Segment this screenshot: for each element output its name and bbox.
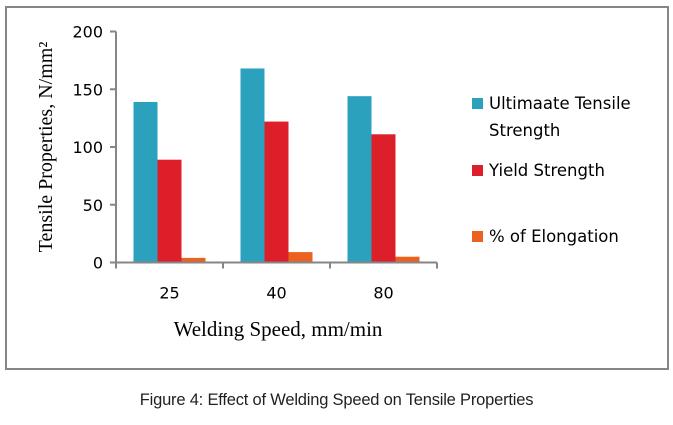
x-axis-label: Welding Speed, mm/min <box>174 317 383 341</box>
legend-item: Yield Strength <box>472 161 605 180</box>
bar <box>395 256 420 262</box>
x-tick-label: 25 <box>159 284 179 303</box>
x-tick-label: 80 <box>373 284 393 303</box>
bars <box>133 68 420 262</box>
legend-label: Ultimaate Tensile <box>489 94 631 113</box>
legend-swatch <box>472 98 483 109</box>
figure-caption: Figure 4: Effect of Welding Speed on Ten… <box>139 391 534 409</box>
legend-label: % of Elongation <box>489 227 619 246</box>
bar <box>240 68 265 262</box>
axes: 0 50 100 150 200 25 40 80 <box>72 23 438 303</box>
y-axis-label: Tensile Properties, N/mm² <box>35 42 57 253</box>
x-tick-label: 40 <box>266 284 286 303</box>
y-tick-label: 200 <box>72 23 103 42</box>
bar <box>157 159 182 262</box>
legend-label: Strength <box>489 121 560 140</box>
y-tick-label: 150 <box>72 80 103 99</box>
bar <box>288 252 313 262</box>
legend-item: Ultimaate Tensile Strength <box>472 94 631 140</box>
bar <box>181 257 206 262</box>
chart-frame <box>5 6 669 370</box>
y-tick-label: 0 <box>93 254 103 273</box>
bar <box>133 101 158 262</box>
legend-label: Yield Strength <box>488 161 605 180</box>
y-tick-label: 100 <box>72 138 103 157</box>
legend-swatch <box>472 165 483 176</box>
legend: Ultimaate Tensile Strength Yield Strength%… <box>472 94 631 246</box>
legend-swatch <box>472 231 483 242</box>
bar <box>347 96 372 262</box>
bar <box>264 121 289 262</box>
legend-item: % of Elongation <box>472 227 619 246</box>
bar <box>371 134 396 262</box>
y-tick-label: 50 <box>83 196 103 215</box>
